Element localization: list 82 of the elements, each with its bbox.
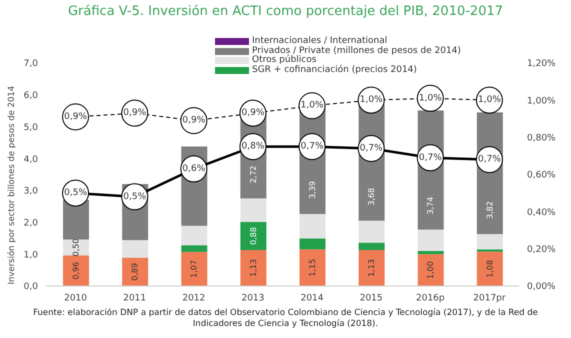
bar — [300, 238, 326, 250]
bar — [300, 214, 326, 239]
data-label: 1,13 — [248, 259, 258, 277]
data-label: 0,9% — [64, 112, 88, 122]
data-label: 0,96 — [72, 262, 80, 280]
data-label: 0,6% — [182, 164, 206, 174]
bar — [358, 220, 385, 243]
data-label: 1,08 — [485, 260, 494, 278]
data-label: 0,7% — [300, 142, 324, 152]
y2-tick-label: 0,40% — [527, 208, 556, 218]
data-label: 1,15 — [308, 258, 317, 277]
legend-label: SGR + cofinanciación (precios 2014) — [252, 64, 417, 75]
data-label: 0,50 — [72, 238, 80, 256]
bar — [358, 250, 385, 286]
y2-tick-label: 1,00% — [527, 96, 556, 106]
data-label: 3,74 — [426, 196, 436, 215]
bar — [476, 234, 503, 250]
bar — [476, 249, 503, 252]
data-label: 0,7% — [360, 143, 384, 154]
bar — [358, 242, 385, 250]
y2-tick-label: 0,60% — [527, 170, 556, 181]
data-label: 0,9% — [182, 116, 206, 126]
data-label: 0,5% — [64, 188, 88, 198]
y-tick-label: 5,0 — [24, 122, 38, 133]
data-label: 0,8% — [242, 142, 265, 152]
data-label: 0,5% — [123, 192, 147, 202]
bar — [181, 245, 208, 252]
data-label: 1,0% — [360, 95, 384, 106]
data-label: 1,13 — [367, 259, 376, 277]
y2-tick-label: 0,00% — [527, 282, 556, 292]
data-label: 3,82 — [485, 201, 494, 219]
x-tick-label: 2013 — [241, 293, 264, 304]
y-tick-label: 3,0 — [24, 186, 38, 197]
source-note: Fuente: elaboración DNP a partir de datos del Observatorio Colombiano de Ciencia y Tecnología (2017), y de la Red de Indicadores de Ciencia y Tecnología (2018). — [32, 308, 539, 330]
bar — [240, 222, 266, 250]
data-label: 1,0% — [300, 100, 324, 111]
y-tick-label: 2,0 — [24, 218, 38, 228]
bar — [418, 230, 444, 251]
data-label: 1,0% — [478, 95, 502, 106]
bar — [181, 226, 208, 246]
x-tick-label: 2014 — [300, 293, 324, 304]
x-tick-label: 2011 — [123, 293, 146, 304]
legend-label: Otros públicos — [252, 55, 316, 65]
bar — [418, 254, 444, 286]
data-label: 1,07 — [190, 260, 199, 278]
data-label: 1,0% — [418, 93, 442, 104]
y-tick-label: 4,0 — [24, 154, 38, 165]
data-label: 0,9% — [242, 108, 265, 118]
data-label: 3,39 — [308, 181, 317, 199]
y-tick-label: 6,0 — [24, 91, 38, 102]
bar — [240, 198, 266, 222]
y-tick-label: 7,0 — [24, 59, 38, 70]
bar — [418, 250, 444, 254]
bar — [240, 250, 266, 286]
data-label: 0,9% — [123, 108, 147, 118]
y2-tick-label: 0,20% — [527, 245, 556, 256]
legend-label: Privados / Private (millones de pesos de 2014) — [252, 46, 461, 56]
x-tick-label: 2015 — [360, 293, 383, 304]
x-tick-label: 2012 — [182, 293, 206, 304]
y-tick-label: 0,0 — [24, 282, 38, 292]
y2-tick-label: 0,80% — [527, 134, 556, 144]
data-label: 1,00 — [426, 261, 436, 279]
bar — [181, 252, 208, 286]
data-label: 0,89 — [130, 262, 140, 281]
bar — [63, 255, 89, 286]
data-label: 2,72 — [248, 165, 258, 184]
x-tick-label: 2016p — [416, 293, 445, 304]
bar — [476, 252, 503, 286]
y-axis-title: Inversión por sector billones de pesos de 2014 — [7, 86, 18, 284]
data-label: 0,88 — [248, 227, 258, 245]
data-label: 0,7% — [418, 152, 442, 163]
y2-tick-label: 1,20% — [527, 59, 556, 70]
bar — [300, 249, 326, 286]
x-tick-label: 2017pr — [473, 293, 506, 304]
data-label: 0,7% — [478, 154, 502, 165]
bar — [122, 240, 148, 258]
x-tick-label: 2010 — [64, 293, 88, 304]
bar — [122, 258, 148, 286]
data-label: 3,68 — [367, 188, 376, 206]
chart-title: Gráfica V-5. Inversión en ACTI como porcentaje del PIB, 2010-2017 — [66, 4, 504, 19]
y-tick-label: 1,0 — [24, 250, 38, 260]
legend-label: Internacionales / International — [252, 36, 388, 46]
